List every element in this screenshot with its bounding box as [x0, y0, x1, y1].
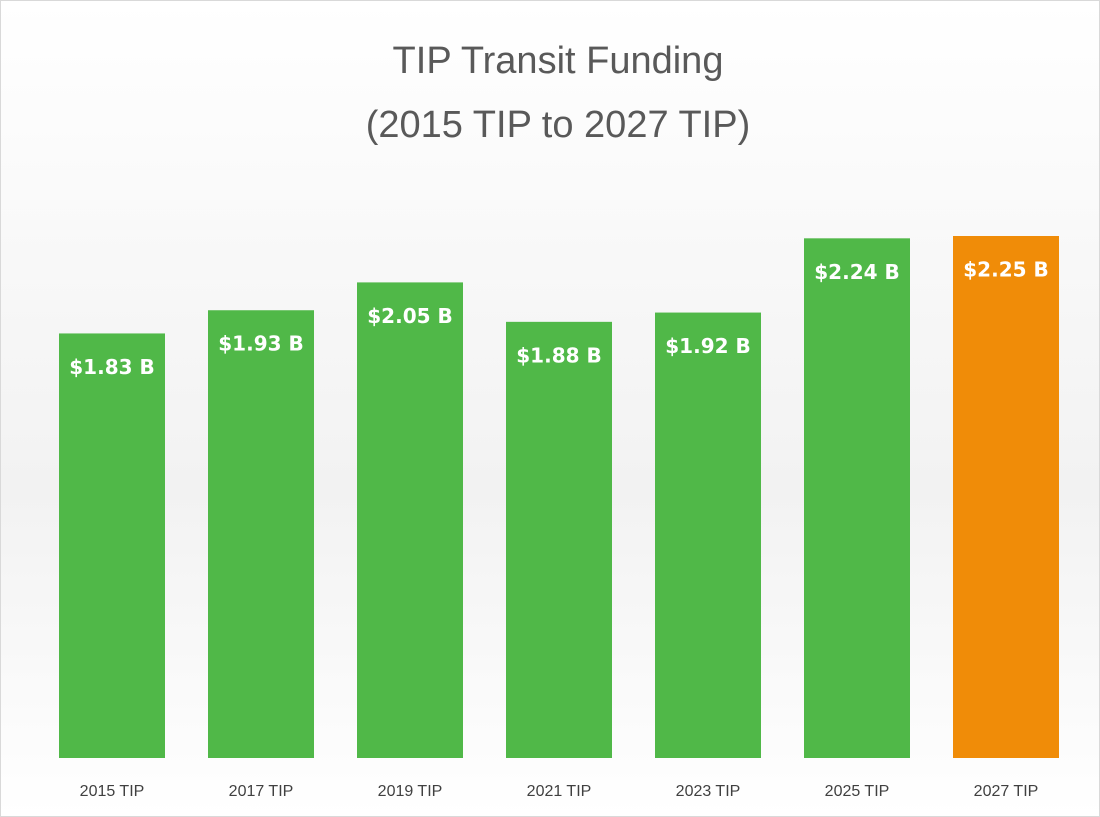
x-tick-label: 2019 TIP — [378, 783, 443, 800]
chart-subtitle: (2015 TIP to 2027 TIP) — [366, 104, 750, 146]
data-label: $2.05 B — [367, 304, 452, 328]
bar — [953, 236, 1059, 758]
x-tick-label: 2025 TIP — [825, 783, 890, 800]
data-label: $1.88 B — [516, 343, 601, 367]
x-tick-label: 2015 TIP — [80, 783, 145, 800]
bar — [804, 238, 910, 758]
x-tick-label: 2027 TIP — [974, 783, 1039, 800]
bar — [208, 310, 314, 758]
bar — [506, 321, 612, 758]
chart-title: TIP Transit Funding — [393, 40, 724, 82]
bar — [357, 282, 463, 758]
x-tick-label: 2021 TIP — [527, 783, 592, 800]
data-label: $2.24 B — [814, 260, 899, 284]
x-tick-label: 2017 TIP — [229, 783, 294, 800]
data-label: $2.25 B — [963, 258, 1048, 282]
data-label: $1.83 B — [69, 355, 154, 379]
x-tick-label: 2023 TIP — [676, 783, 741, 800]
data-label: $1.92 B — [665, 334, 750, 358]
bar — [655, 312, 761, 758]
bar — [59, 333, 165, 758]
data-label: $1.93 B — [218, 332, 303, 356]
